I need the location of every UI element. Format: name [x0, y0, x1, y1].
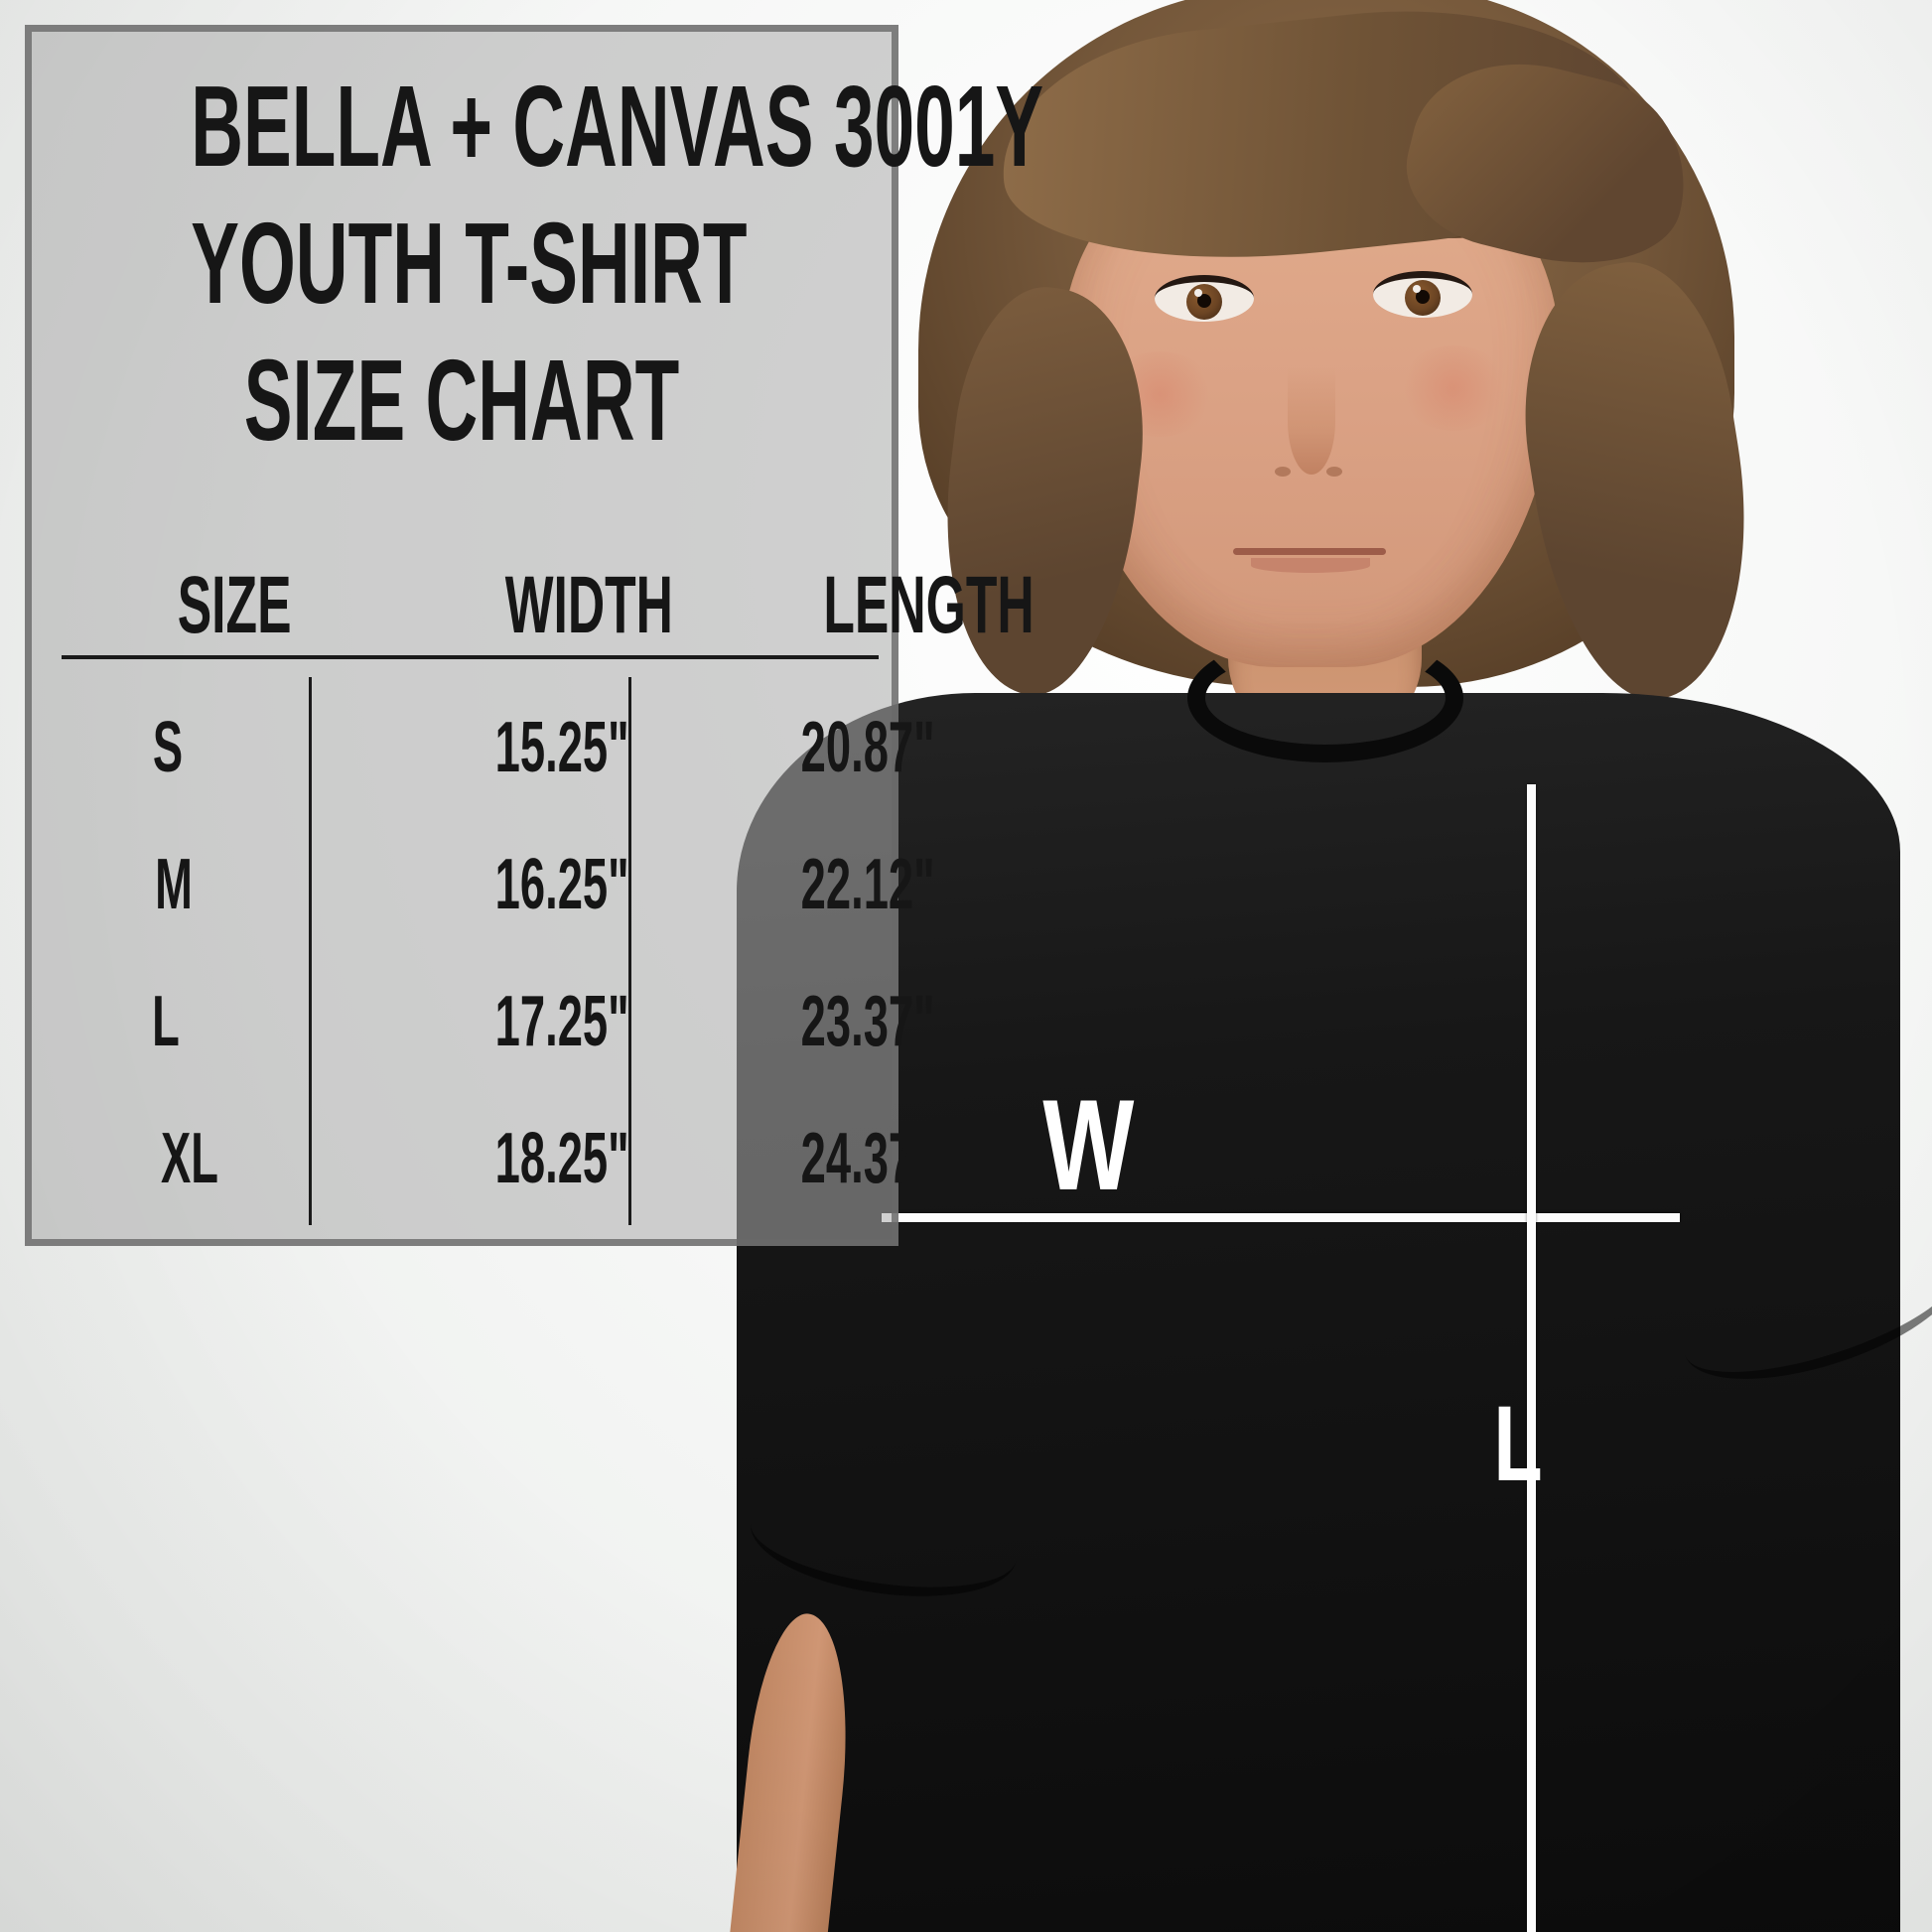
pupil: [1197, 294, 1211, 308]
cell-length: 24.37": [800, 1119, 935, 1198]
left-eye: [1155, 275, 1254, 322]
cheek-blush: [1398, 345, 1509, 431]
iris: [1186, 284, 1222, 320]
cell-size: XL: [161, 1119, 218, 1198]
title-product: YOUTH T-SHIRT: [191, 199, 748, 328]
table-row: S 15.25" 20.87": [32, 679, 934, 816]
size-chart-title: BELLA + CANVAS 3001Y YOUTH T-SHIRT SIZE …: [32, 58, 1044, 469]
table-row: L 17.25" 23.37": [32, 953, 934, 1090]
header-length: LENGTH: [822, 560, 1035, 650]
cell-width: 16.25": [494, 845, 629, 924]
mouth: [1233, 548, 1386, 555]
cell-width: 17.25": [494, 982, 629, 1061]
cell-size: L: [152, 982, 180, 1061]
pupil: [1416, 290, 1430, 304]
width-label-text: W: [1042, 1072, 1135, 1217]
header-size: SIZE: [177, 560, 292, 650]
right-eye: [1373, 271, 1472, 318]
eye-highlight: [1194, 289, 1202, 297]
title-chart: SIZE CHART: [243, 336, 680, 465]
cell-size: M: [155, 845, 193, 924]
iris: [1405, 280, 1441, 316]
nostril: [1275, 467, 1291, 477]
cell-length: 23.37": [800, 982, 935, 1061]
cell-width: 15.25": [494, 708, 629, 787]
table-header-row: SIZE WIDTH LENGTH: [32, 560, 1035, 650]
cell-length: 20.87": [800, 708, 935, 787]
crew-neck-collar: [1187, 633, 1463, 762]
eye-highlight: [1413, 285, 1421, 293]
title-brand: BELLA + CANVAS 3001Y: [191, 62, 1044, 191]
table-row: M 16.25" 22.12": [32, 816, 934, 953]
length-measure-label: L: [1426, 1390, 1545, 1499]
length-label-text: L: [1493, 1383, 1543, 1503]
header-underline: [62, 655, 879, 659]
width-measure-label: W: [968, 1080, 1134, 1209]
nose: [1288, 367, 1335, 475]
lower-lip: [1251, 558, 1370, 573]
length-measure-line: [1527, 784, 1536, 1932]
header-width: WIDTH: [504, 560, 673, 650]
cell-size: S: [152, 708, 184, 787]
cell-width: 18.25": [494, 1119, 629, 1198]
nostril: [1326, 467, 1342, 477]
size-chart-panel: BELLA + CANVAS 3001Y YOUTH T-SHIRT SIZE …: [25, 25, 1044, 1246]
black-tshirt: [737, 693, 1900, 1932]
column-divider: [628, 677, 631, 1225]
table-row: XL 18.25" 24.37": [32, 1090, 934, 1227]
column-divider: [309, 677, 312, 1225]
cell-length: 22.12": [800, 845, 935, 924]
size-table-body: S 15.25" 20.87" M 16.25" 22.12" L 17.25"…: [32, 679, 934, 1227]
width-measure-line: [882, 1213, 1680, 1222]
